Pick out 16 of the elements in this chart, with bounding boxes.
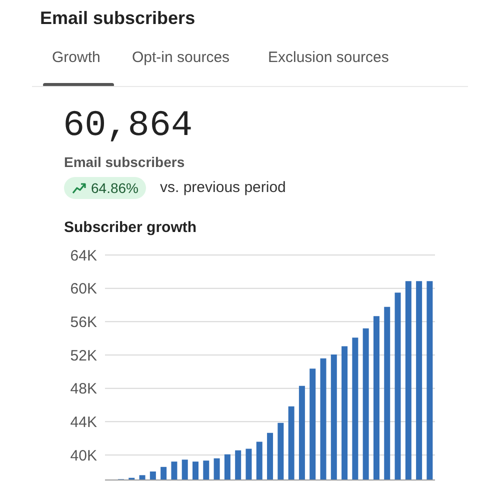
y-tick-label: 52K — [70, 347, 97, 364]
y-tick-label: 44K — [70, 414, 97, 431]
text: 64.86% — [91, 180, 138, 196]
text: vs. previous period — [160, 179, 286, 196]
chart-title: Email subscribers — [40, 8, 196, 29]
text: Email subscribers — [64, 154, 185, 170]
y-tick-label: 64K — [70, 247, 97, 264]
text: 60,864 — [63, 105, 193, 146]
text: Opt-in sources — [132, 49, 230, 66]
y-tick-label: 40K — [70, 447, 97, 464]
y-tick-label: 48K — [70, 380, 97, 398]
chart-subtitle: Subscriber growth — [64, 219, 197, 236]
text: Growth — [52, 49, 100, 66]
y-tick-label: 60K — [70, 280, 97, 298]
y-tick-label: 56K — [70, 314, 97, 331]
text: Exclusion sources — [268, 49, 389, 66]
